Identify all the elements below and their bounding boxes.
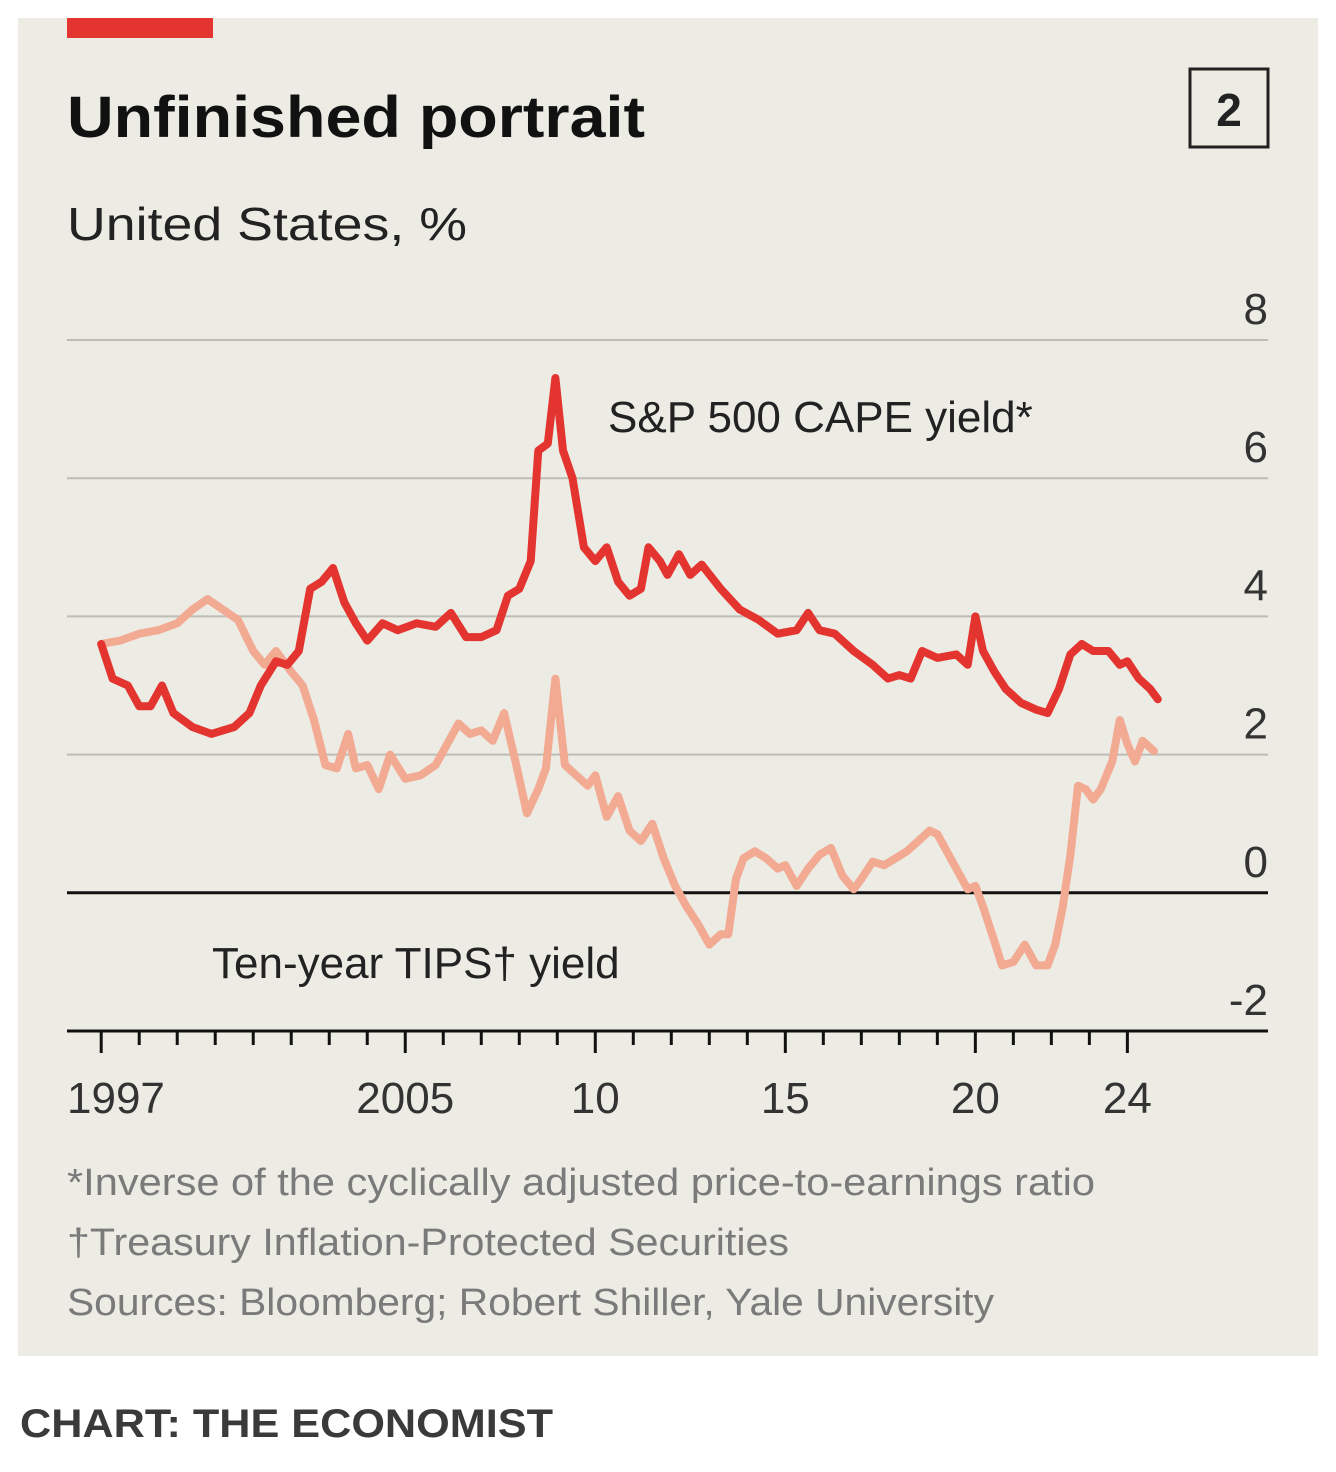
footnote: *Inverse of the cyclically adjusted pric…	[67, 1162, 1095, 1204]
series-label: S&P 500 CAPE yield*	[608, 393, 1033, 442]
chart-subtitle: United States, %	[67, 198, 467, 250]
source-note: Sources: Bloomberg; Robert Shiller, Yale…	[67, 1282, 994, 1324]
badge-box	[1188, 67, 1270, 149]
y-tick-label: -2	[1229, 976, 1268, 1025]
y-tick-label: 8	[1244, 285, 1268, 334]
x-tick-label: 15	[761, 1074, 810, 1123]
chart-panel	[18, 18, 1318, 1356]
series-line	[97, 374, 1162, 738]
x-tick-label: 10	[571, 1074, 620, 1123]
chart-title: Unfinished portrait	[67, 85, 645, 150]
series-line	[97, 595, 1158, 970]
y-tick-label: 4	[1244, 561, 1268, 610]
y-tick-label: 6	[1244, 423, 1268, 472]
x-tick-label: 20	[951, 1074, 1000, 1123]
y-tick-label: 0	[1244, 838, 1268, 887]
x-tick-label: 1997	[67, 1074, 165, 1123]
x-tick-label: 24	[1103, 1074, 1152, 1123]
x-tick-label: 2005	[356, 1074, 454, 1123]
accent-bar	[67, 18, 213, 38]
y-tick-label: 2	[1244, 700, 1268, 749]
series-label: Ten-year TIPS† yield	[212, 939, 620, 988]
badge: 2	[1216, 84, 1242, 136]
credit: CHART: THE ECONOMIST	[20, 1402, 553, 1446]
footnote: †Treasury Inflation-Protected Securities	[67, 1222, 789, 1264]
